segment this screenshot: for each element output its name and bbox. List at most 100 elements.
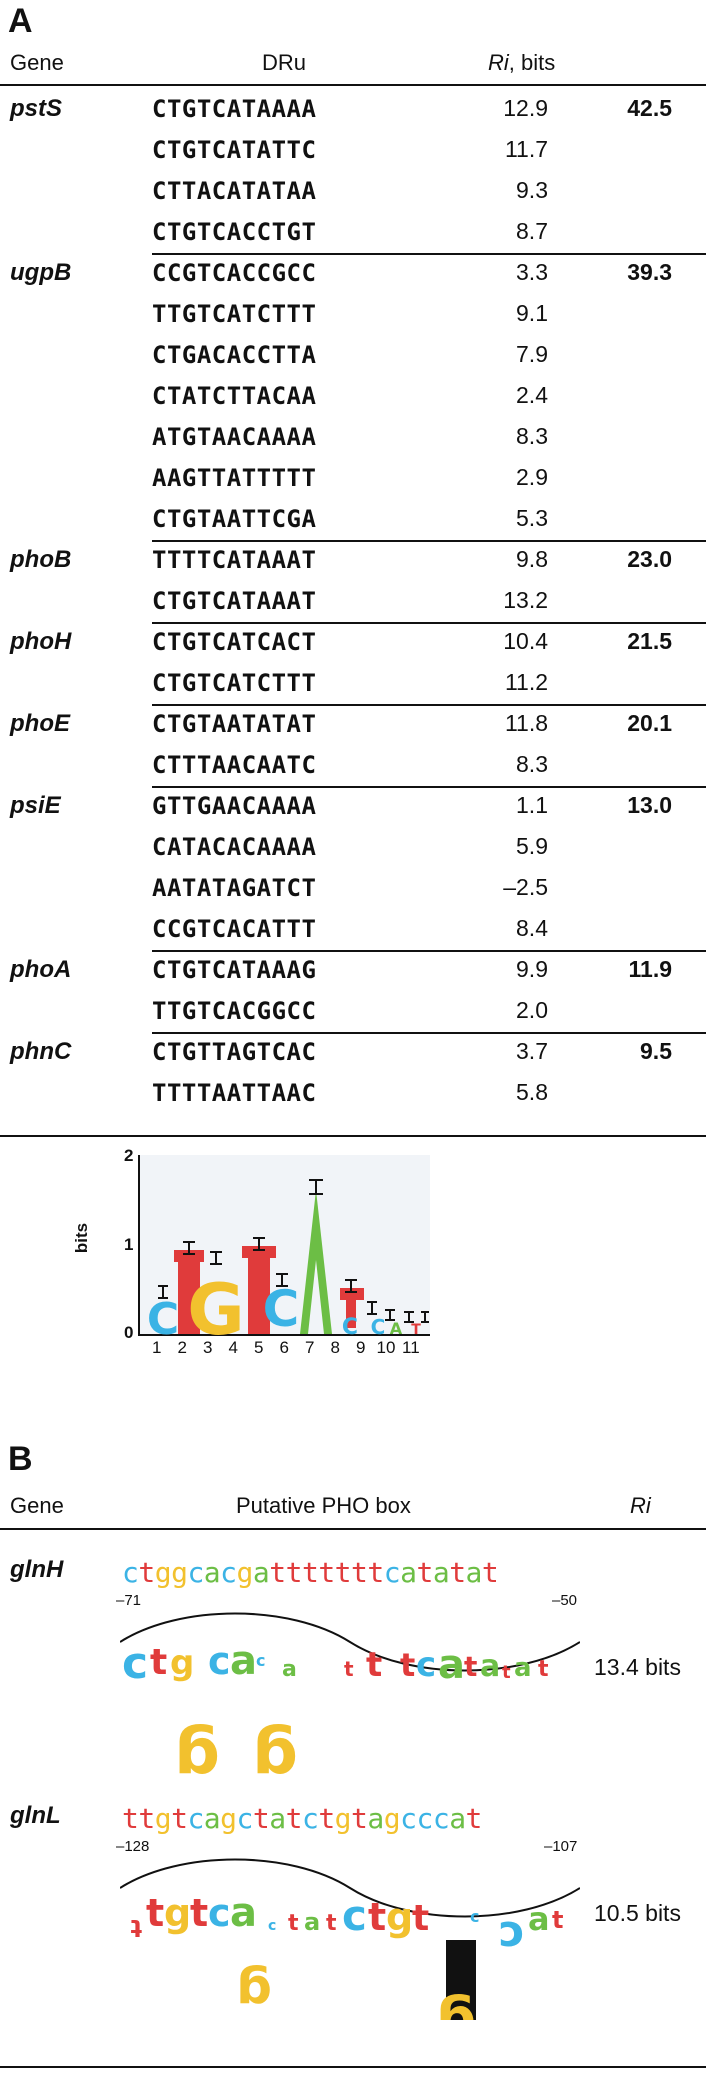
site-start-glnL: –128 (116, 1838, 150, 1855)
svg-text:t: t (412, 1898, 429, 1939)
svg-text:a: a (480, 1649, 500, 1684)
svg-text:c: c (470, 1907, 479, 1926)
svg-text:g: g (252, 1722, 298, 1774)
ri-value: 5.8 (516, 1079, 548, 1105)
dru-sequence: CTGTTAGTCAC (152, 1038, 317, 1066)
dru-sequence: CCGTCACATTT (152, 915, 317, 943)
ri-value: 5.3 (516, 505, 548, 531)
site-start-glnH: –71 (116, 1592, 142, 1609)
site-gene-glnH: glnH (10, 1556, 64, 1583)
gene-name: phoH (10, 628, 72, 655)
ri-value: 3.7 (516, 1038, 548, 1064)
svg-text:a: a (230, 1890, 257, 1936)
bottom-rule (0, 2066, 706, 2068)
logo-xtick: 10 (376, 1338, 396, 1357)
dru-sequence: TTGTCATCTTT (152, 300, 317, 328)
logo-xtick: 9 (356, 1338, 366, 1357)
svg-text:t: t (552, 1906, 563, 1934)
ri-value: 11.2 (504, 669, 548, 695)
logo-xtick: 1 (152, 1338, 162, 1357)
svg-text:g: g (164, 1891, 191, 1935)
svg-text:C: C (342, 1315, 358, 1340)
site-gene-glnL: glnL (10, 1802, 61, 1829)
logo-xtick: 2 (177, 1338, 187, 1357)
svg-text:c: c (208, 1639, 231, 1683)
logo-xtick: 8 (330, 1338, 340, 1357)
svg-text:t: t (190, 1891, 208, 1935)
svg-text:C: C (371, 1315, 386, 1339)
ri-value: 9.1 (516, 300, 548, 326)
total-ri: 13.0 (627, 792, 672, 818)
svg-text:g: g (386, 1895, 413, 1939)
pho-box-header: Putative PHO box (236, 1493, 411, 1518)
gene-group-rule (152, 622, 706, 624)
svg-text:A: A (390, 1319, 403, 1338)
svg-text:c: c (208, 1891, 231, 1935)
dru-sequence: AAGTTATTTTT (152, 464, 317, 492)
gene-column-header-b: Gene (10, 1493, 64, 1518)
ri-value: 1.1 (516, 792, 548, 818)
ri-value: 9.9 (516, 956, 548, 982)
dru-sequence: CTGTCATCACT (152, 628, 317, 656)
ri-header-units: , bits (508, 50, 556, 75)
colored-sequence: ttgtcagctatctgtagcccat (122, 1802, 482, 1835)
dru-sequence: TTTTAATTAAC (152, 1079, 317, 1107)
ri-value: 9.8 (516, 546, 548, 572)
svg-text:t: t (150, 1642, 167, 1683)
ri-value: 11.7 (504, 136, 548, 162)
ri-value: 2.0 (516, 997, 548, 1023)
svg-text:a: a (230, 1638, 257, 1684)
logo-y-axis (138, 1155, 140, 1335)
site-end-glnL: –107 (544, 1838, 578, 1855)
svg-text:t: t (326, 1911, 337, 1936)
ri-value: 8.4 (516, 915, 548, 941)
dru-sequence: CTGTCATAAAA (152, 95, 317, 123)
dru-sequence: CATACACAAAA (152, 833, 317, 861)
dru-sequence: CTTACATATAA (152, 177, 317, 205)
total-ri: 9.5 (640, 1038, 672, 1064)
ri-value: –2.5 (503, 874, 548, 900)
ri-value: 2.4 (516, 382, 548, 408)
svg-text:t: t (368, 1895, 386, 1939)
table-bottom-rule (0, 1135, 706, 1137)
ri-value: 2.9 (516, 464, 548, 490)
svg-text:c: c (268, 1918, 276, 1934)
gene-name: phoE (10, 710, 70, 737)
logo-pos4-T (248, 1246, 270, 1334)
total-ri: 42.5 (627, 95, 672, 121)
total-ri: 23.0 (627, 546, 672, 572)
panel-b-letter: B (8, 1440, 33, 1478)
dru-sequence: CCGTCACCGCC (152, 259, 317, 287)
logo-x-axis (138, 1334, 430, 1336)
svg-text:a: a (282, 1657, 297, 1682)
dru-sequence: GTTGAACAAAA (152, 792, 317, 820)
svg-text:t: t (288, 1911, 299, 1936)
svg-text:g: g (170, 1643, 194, 1683)
gene-name: ugpB (10, 259, 72, 286)
dru-column-header: DRu (262, 50, 307, 75)
gene-group-rule (152, 253, 706, 255)
total-ri: 39.3 (627, 259, 672, 285)
walker-glnL: t t g t c a c t a t c t g t c a t c g g (120, 1858, 580, 2020)
gene-group-rule (152, 704, 706, 706)
site-end-glnH: –50 (552, 1592, 578, 1609)
total-ri: 21.5 (627, 628, 672, 654)
svg-text:t: t (131, 1914, 142, 1942)
svg-text:T: T (411, 1322, 421, 1338)
ri-value: 9.3 (516, 177, 548, 203)
ri-value: 8.3 (516, 751, 548, 777)
dru-sequence: CTGTCATATTC (152, 136, 317, 164)
ri-column-header: Ri, bits (488, 50, 555, 76)
ri-value: 13.2 (503, 587, 548, 613)
dru-sequence: CTGTAATTCGA (152, 505, 317, 533)
total-ri: 20.1 (627, 710, 672, 736)
logo-letters: C G C C C A T (147, 1179, 429, 1340)
gene-name: psiE (10, 792, 61, 819)
svg-text:c: c (256, 1651, 265, 1670)
walker-glnH: c t g c a c a t t t c a t a t a t g g (120, 1612, 580, 1774)
svg-text:t: t (538, 1657, 549, 1682)
svg-text:t: t (344, 1657, 354, 1681)
logo-pos5-C: C (263, 1280, 300, 1338)
dru-sequence: AATATAGATCT (152, 874, 317, 902)
colored-sequence: ctggcacgatttttttcatatat (122, 1556, 499, 1589)
